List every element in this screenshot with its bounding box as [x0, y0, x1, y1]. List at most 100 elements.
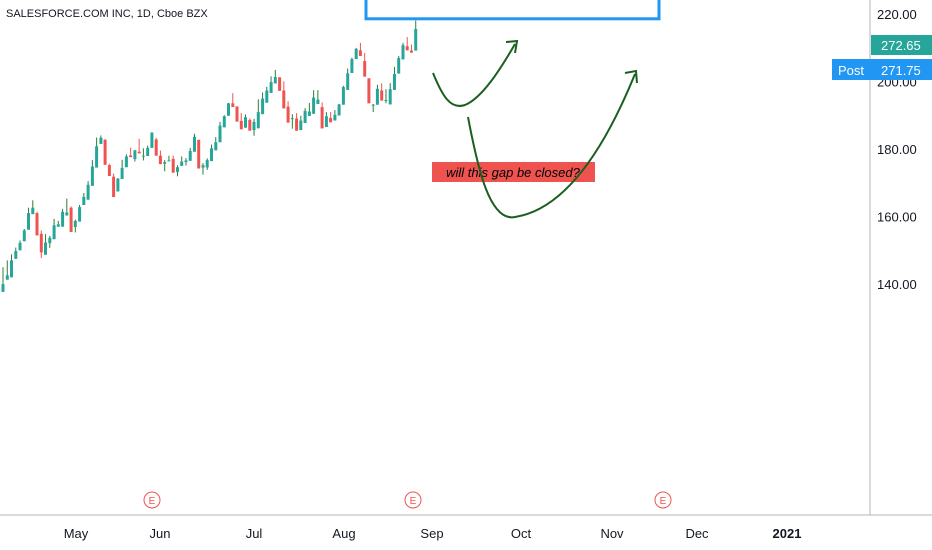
- candle-body: [214, 142, 218, 151]
- candle-body: [52, 225, 56, 240]
- post-price-label: 271.75: [881, 63, 921, 78]
- candle-body: [375, 88, 379, 105]
- short-bounce-arrow-head: [505, 39, 519, 54]
- candle-body: [78, 207, 82, 222]
- candle-body: [201, 165, 205, 168]
- candle-body: [371, 104, 375, 106]
- candle-body: [244, 117, 247, 128]
- candle-body: [44, 242, 47, 255]
- candles-group: [1, 20, 418, 292]
- earnings-marker-label: E: [660, 496, 667, 507]
- candle-body: [235, 106, 239, 122]
- candle-body: [231, 103, 235, 107]
- candle-body: [82, 196, 86, 205]
- candle-body: [295, 118, 299, 131]
- candle-body: [256, 112, 260, 129]
- candle-body: [18, 242, 22, 251]
- candle-body: [14, 251, 18, 259]
- candle-body: [320, 107, 324, 129]
- post-price-tag-bg: [832, 59, 932, 80]
- earnings-marker-icon[interactable]: [404, 491, 422, 509]
- candle-body: [154, 139, 158, 156]
- gap-question-label: will this gap be closed?: [446, 165, 580, 180]
- earnings-marker-label: E: [149, 496, 156, 507]
- candle-body: [150, 132, 154, 148]
- gap-label-bg: [432, 162, 595, 182]
- price-tick-label: 220.00: [877, 7, 917, 22]
- candle-body: [31, 207, 35, 215]
- candle-body: [405, 46, 409, 51]
- time-label: Jun: [150, 526, 171, 541]
- price-tick-label: 140.00: [877, 277, 917, 292]
- candle-body: [146, 147, 150, 156]
- candle-body: [210, 148, 213, 162]
- time-label: Dec: [685, 526, 709, 541]
- candle-body: [205, 160, 209, 168]
- candle-body: [218, 125, 222, 143]
- candle-body: [269, 82, 273, 93]
- candle-body: [124, 156, 128, 168]
- time-axis[interactable]: May Jun Jul Aug Sep Oct Nov Dec 2021: [64, 526, 802, 541]
- gap-fill-arrow-path: [467, 73, 636, 219]
- last-price-label: 272.65: [881, 38, 921, 53]
- candle-body: [307, 111, 311, 116]
- candle-body: [329, 117, 333, 123]
- time-label-year: 2021: [773, 526, 802, 541]
- candle-body: [188, 151, 192, 161]
- earnings-marker-label: E: [410, 496, 417, 507]
- candle-body: [312, 97, 316, 114]
- candle-body: [103, 139, 107, 165]
- candle-body: [316, 99, 320, 104]
- candle-body: [252, 121, 256, 130]
- candle-body: [120, 167, 124, 179]
- candle-body: [171, 158, 175, 173]
- price-tick-label: 160.00: [877, 210, 917, 225]
- candle-body: [290, 118, 294, 120]
- candle-body: [90, 166, 94, 186]
- candle-body: [137, 151, 141, 154]
- earnings-marker-icon[interactable]: [143, 491, 161, 509]
- symbol-title: SALESFORCE.COM INC, 1D, Cboe BZX: [6, 8, 208, 20]
- candle-body: [346, 73, 350, 90]
- candle-body: [384, 100, 388, 101]
- gap-box: [364, 0, 661, 21]
- last-price-tag-bg: [871, 35, 932, 55]
- candle-body: [239, 120, 243, 130]
- gap-fill-arrow-head: [624, 69, 638, 84]
- candle-body: [158, 155, 162, 165]
- time-label: May: [64, 526, 89, 541]
- candle-body: [10, 260, 13, 278]
- price-axis[interactable]: 280.00260.00240.00220.00200.00180.00160.…: [877, 0, 917, 292]
- candle-body: [354, 48, 358, 59]
- candle-body: [265, 90, 269, 103]
- time-label: Aug: [332, 526, 355, 541]
- candle-body: [380, 90, 384, 101]
- candle-body: [5, 275, 9, 280]
- candle-body: [337, 104, 341, 116]
- candle-body: [299, 120, 303, 131]
- candle-body: [112, 176, 116, 197]
- candle-body: [261, 98, 265, 115]
- earnings-markers[interactable]: E E E: [143, 491, 672, 509]
- candle-body: [333, 114, 337, 121]
- candle-body: [401, 45, 405, 60]
- candle-body: [367, 78, 371, 104]
- candle-body: [363, 61, 367, 77]
- candle-body: [65, 212, 69, 216]
- candle-body: [184, 160, 188, 163]
- candle-body: [1, 284, 5, 292]
- candle-body: [22, 230, 26, 242]
- candle-body: [388, 89, 392, 105]
- candle-body: [350, 59, 354, 73]
- candle-body: [286, 106, 290, 123]
- candle-body: [341, 87, 345, 105]
- earnings-marker-icon[interactable]: [654, 491, 672, 509]
- candle-body: [282, 90, 286, 109]
- candle-body: [39, 233, 43, 253]
- time-label: Nov: [600, 526, 624, 541]
- candle-body: [133, 150, 137, 160]
- candle-body: [48, 237, 52, 244]
- candle-body: [180, 161, 184, 166]
